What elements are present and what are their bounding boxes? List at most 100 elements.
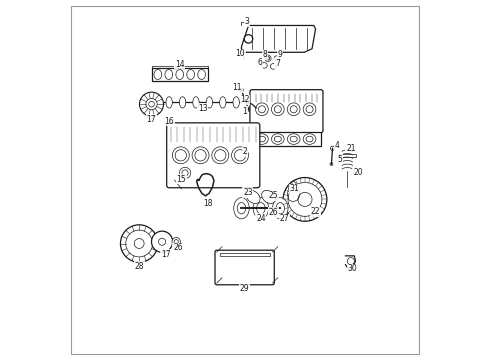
Circle shape bbox=[140, 92, 164, 116]
Ellipse shape bbox=[253, 198, 269, 219]
Circle shape bbox=[274, 106, 281, 113]
Circle shape bbox=[215, 150, 226, 161]
Ellipse shape bbox=[306, 136, 313, 142]
Text: 1: 1 bbox=[243, 107, 247, 116]
Text: 11: 11 bbox=[232, 83, 242, 92]
Circle shape bbox=[258, 106, 266, 113]
Text: 3: 3 bbox=[245, 17, 249, 26]
Text: 21: 21 bbox=[346, 144, 356, 153]
Text: 13: 13 bbox=[198, 104, 207, 113]
Text: 14: 14 bbox=[175, 60, 185, 69]
Text: 31: 31 bbox=[290, 184, 299, 193]
Circle shape bbox=[288, 183, 322, 216]
Circle shape bbox=[182, 170, 188, 176]
Ellipse shape bbox=[187, 69, 195, 80]
Ellipse shape bbox=[154, 69, 162, 80]
Text: 24: 24 bbox=[256, 213, 266, 222]
Text: 8: 8 bbox=[262, 50, 267, 59]
Text: 7: 7 bbox=[275, 59, 280, 68]
Circle shape bbox=[274, 56, 279, 61]
Circle shape bbox=[234, 150, 245, 161]
Circle shape bbox=[287, 103, 300, 116]
Bar bbox=[151, 68, 208, 81]
Ellipse shape bbox=[179, 97, 186, 108]
Ellipse shape bbox=[257, 203, 265, 214]
Text: 9: 9 bbox=[278, 50, 283, 59]
Ellipse shape bbox=[166, 97, 172, 108]
Circle shape bbox=[240, 88, 243, 92]
Circle shape bbox=[179, 167, 191, 179]
Ellipse shape bbox=[290, 136, 297, 142]
Circle shape bbox=[247, 108, 250, 111]
Text: 2: 2 bbox=[243, 147, 247, 156]
Bar bbox=[252, 132, 321, 147]
Ellipse shape bbox=[237, 203, 245, 214]
Text: 26: 26 bbox=[173, 243, 183, 252]
Ellipse shape bbox=[262, 190, 275, 203]
Circle shape bbox=[172, 238, 180, 246]
Ellipse shape bbox=[246, 190, 260, 203]
Circle shape bbox=[270, 64, 276, 69]
FancyBboxPatch shape bbox=[215, 250, 274, 285]
Ellipse shape bbox=[256, 134, 269, 144]
Text: 25: 25 bbox=[269, 192, 278, 201]
Text: 18: 18 bbox=[203, 199, 213, 208]
FancyBboxPatch shape bbox=[250, 90, 323, 133]
Ellipse shape bbox=[165, 69, 172, 80]
Ellipse shape bbox=[276, 203, 285, 214]
Ellipse shape bbox=[303, 134, 316, 144]
FancyBboxPatch shape bbox=[167, 123, 260, 188]
Ellipse shape bbox=[220, 97, 226, 108]
Text: 16: 16 bbox=[164, 117, 174, 126]
Circle shape bbox=[330, 146, 335, 150]
Circle shape bbox=[134, 239, 144, 248]
Ellipse shape bbox=[234, 198, 249, 219]
Text: 22: 22 bbox=[311, 207, 320, 216]
Text: 10: 10 bbox=[236, 49, 245, 58]
Ellipse shape bbox=[287, 134, 300, 144]
Ellipse shape bbox=[206, 97, 213, 108]
Ellipse shape bbox=[272, 198, 288, 219]
Circle shape bbox=[271, 103, 284, 116]
Ellipse shape bbox=[193, 97, 199, 108]
Ellipse shape bbox=[274, 136, 281, 142]
Circle shape bbox=[330, 163, 333, 166]
Circle shape bbox=[148, 101, 154, 107]
Circle shape bbox=[303, 103, 316, 116]
Circle shape bbox=[212, 147, 229, 164]
Circle shape bbox=[172, 147, 189, 164]
Circle shape bbox=[265, 55, 271, 62]
Circle shape bbox=[245, 35, 253, 43]
Circle shape bbox=[232, 147, 248, 164]
Circle shape bbox=[121, 225, 158, 262]
Text: 30: 30 bbox=[348, 264, 358, 273]
Text: 5: 5 bbox=[338, 155, 343, 164]
Circle shape bbox=[290, 106, 297, 113]
Ellipse shape bbox=[258, 136, 266, 142]
Text: 12: 12 bbox=[240, 95, 250, 104]
Text: 29: 29 bbox=[240, 284, 249, 293]
Circle shape bbox=[126, 230, 152, 257]
Ellipse shape bbox=[233, 97, 239, 108]
Polygon shape bbox=[242, 26, 316, 52]
Circle shape bbox=[298, 192, 312, 207]
Text: 28: 28 bbox=[134, 262, 144, 271]
Circle shape bbox=[266, 57, 270, 60]
Circle shape bbox=[192, 147, 209, 164]
Circle shape bbox=[195, 150, 206, 161]
Ellipse shape bbox=[198, 69, 205, 80]
Bar bbox=[220, 253, 270, 256]
Circle shape bbox=[262, 63, 267, 68]
Circle shape bbox=[256, 103, 269, 116]
Circle shape bbox=[283, 177, 327, 221]
Circle shape bbox=[146, 99, 157, 110]
Text: 17: 17 bbox=[161, 249, 171, 258]
Circle shape bbox=[159, 238, 166, 245]
Ellipse shape bbox=[271, 134, 284, 144]
Text: 6: 6 bbox=[258, 58, 263, 67]
Bar bbox=[339, 154, 356, 157]
Circle shape bbox=[175, 150, 186, 161]
Text: 20: 20 bbox=[353, 168, 363, 177]
Text: 26: 26 bbox=[269, 208, 278, 217]
Text: 15: 15 bbox=[177, 175, 186, 184]
